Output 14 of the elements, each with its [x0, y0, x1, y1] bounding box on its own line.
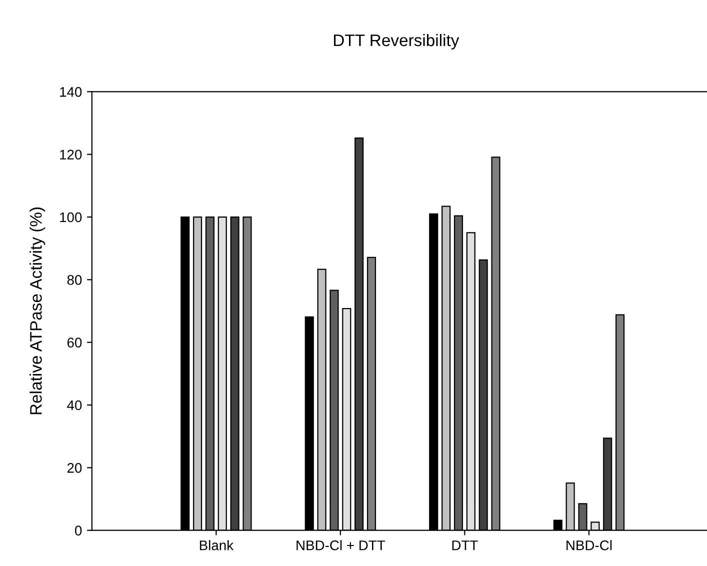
- chart-title: DTT Reversibility: [334, 34, 460, 50]
- x-tick-label: Blank: [200, 540, 234, 550]
- y-tick-label: 60: [67, 338, 82, 348]
- y-tick-label: 120: [60, 150, 82, 160]
- y-tick-label: 80: [67, 275, 82, 285]
- y-tick-label: 0: [75, 526, 82, 536]
- y-tick-label: 20: [67, 463, 82, 473]
- y-tick-label: 140: [60, 87, 82, 97]
- x-tick-label: NBD-Cl: [566, 540, 612, 550]
- x-tick-label: NBD-Cl + DTT: [296, 540, 386, 550]
- x-tick-label: DTT: [452, 540, 478, 550]
- y-axis-title: Relative ATPase Activity (%): [30, 208, 46, 414]
- y-tick-label: 40: [67, 400, 82, 410]
- y-tick-label: 100: [60, 212, 82, 222]
